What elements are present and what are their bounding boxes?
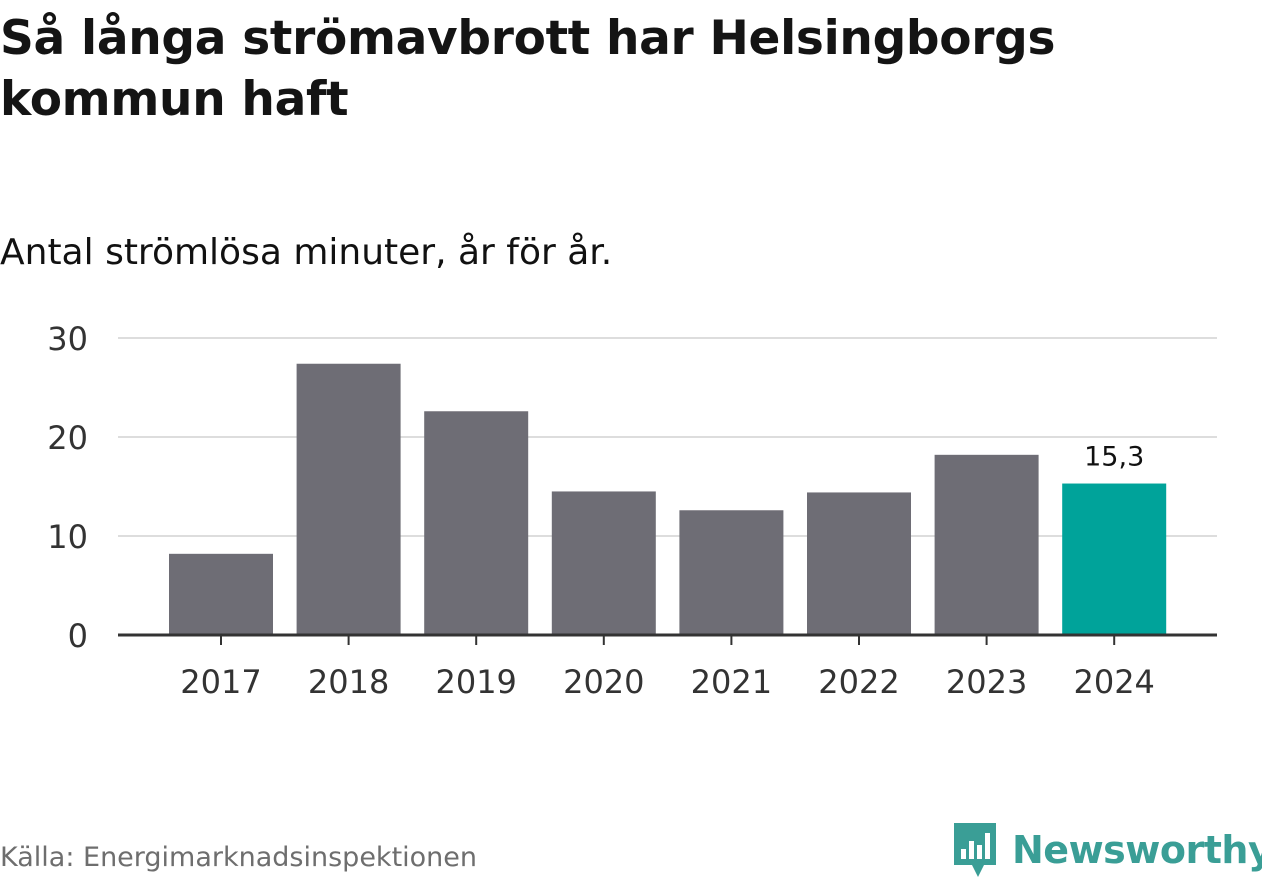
bar-chart-speech-bubble-icon: [954, 823, 996, 877]
x-tick-label-2019: 2019: [435, 663, 516, 701]
y-tick-label-10: 10: [47, 518, 88, 556]
x-tick-label-2021: 2021: [691, 663, 772, 701]
y-tick-label-0: 0: [68, 617, 88, 655]
data-label-2024: 15,3: [1084, 442, 1144, 473]
chart-subtitle: Antal strömlösa minuter, år för år.: [0, 232, 613, 273]
bar-2022: [807, 492, 911, 635]
chart-title: Så långa strömavbrott har Helsingborgs k…: [0, 11, 1056, 127]
x-tick-label-2023: 2023: [946, 663, 1027, 701]
bar-2020: [551, 491, 656, 635]
bar-2018: [296, 363, 401, 635]
newsworthy-logo: Newsworthy: [950, 818, 1262, 882]
bar-2021: [679, 510, 784, 635]
x-tick-label-2024: 2024: [1073, 663, 1154, 701]
x-tick-label-2022: 2022: [818, 663, 899, 701]
x-tick-label-2017: 2017: [180, 663, 261, 701]
bar-2023: [934, 454, 1039, 635]
y-tick-label-30: 30: [47, 320, 88, 358]
x-tick-label-2018: 2018: [308, 663, 389, 701]
bar-2017: [169, 553, 273, 635]
x-tick-label-2020: 2020: [563, 663, 644, 701]
bar-2019: [424, 411, 529, 635]
y-tick-label-20: 20: [47, 419, 88, 457]
brand-name: Newsworthy: [1012, 828, 1262, 872]
bar-chart: 0 10 20 30 2017 2018 2019 2020 2021 2022 2023 2024 1…: [47, 320, 1217, 701]
source-note: Källa: Energimarknadsinspektionen: [0, 842, 478, 873]
bar-2024: [1062, 483, 1167, 635]
